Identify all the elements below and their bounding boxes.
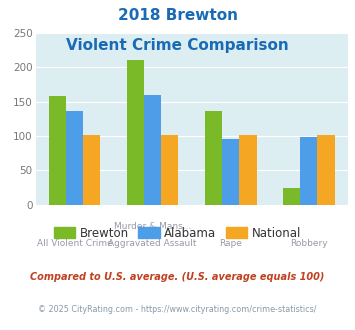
Text: Robbery: Robbery: [290, 239, 328, 248]
Bar: [239, 135, 257, 205]
Bar: [49, 96, 66, 205]
Bar: [300, 137, 317, 205]
Text: Violent Crime Comparison: Violent Crime Comparison: [66, 38, 289, 53]
Bar: [161, 135, 179, 205]
Bar: [66, 111, 83, 205]
Bar: [222, 139, 239, 205]
Bar: [144, 95, 161, 205]
Text: Rape: Rape: [219, 239, 242, 248]
Text: Murder & Mans...: Murder & Mans...: [114, 222, 191, 231]
Text: Aggravated Assault: Aggravated Assault: [108, 239, 197, 248]
Text: © 2025 CityRating.com - https://www.cityrating.com/crime-statistics/: © 2025 CityRating.com - https://www.city…: [38, 305, 317, 314]
Bar: [317, 135, 335, 205]
Text: All Violent Crime: All Violent Crime: [37, 239, 113, 248]
Bar: [127, 60, 144, 205]
Bar: [205, 111, 222, 205]
Bar: [83, 135, 100, 205]
Text: Compared to U.S. average. (U.S. average equals 100): Compared to U.S. average. (U.S. average …: [30, 272, 325, 282]
Text: 2018 Brewton: 2018 Brewton: [118, 8, 237, 23]
Legend: Brewton, Alabama, National: Brewton, Alabama, National: [49, 222, 306, 245]
Bar: [283, 188, 300, 205]
